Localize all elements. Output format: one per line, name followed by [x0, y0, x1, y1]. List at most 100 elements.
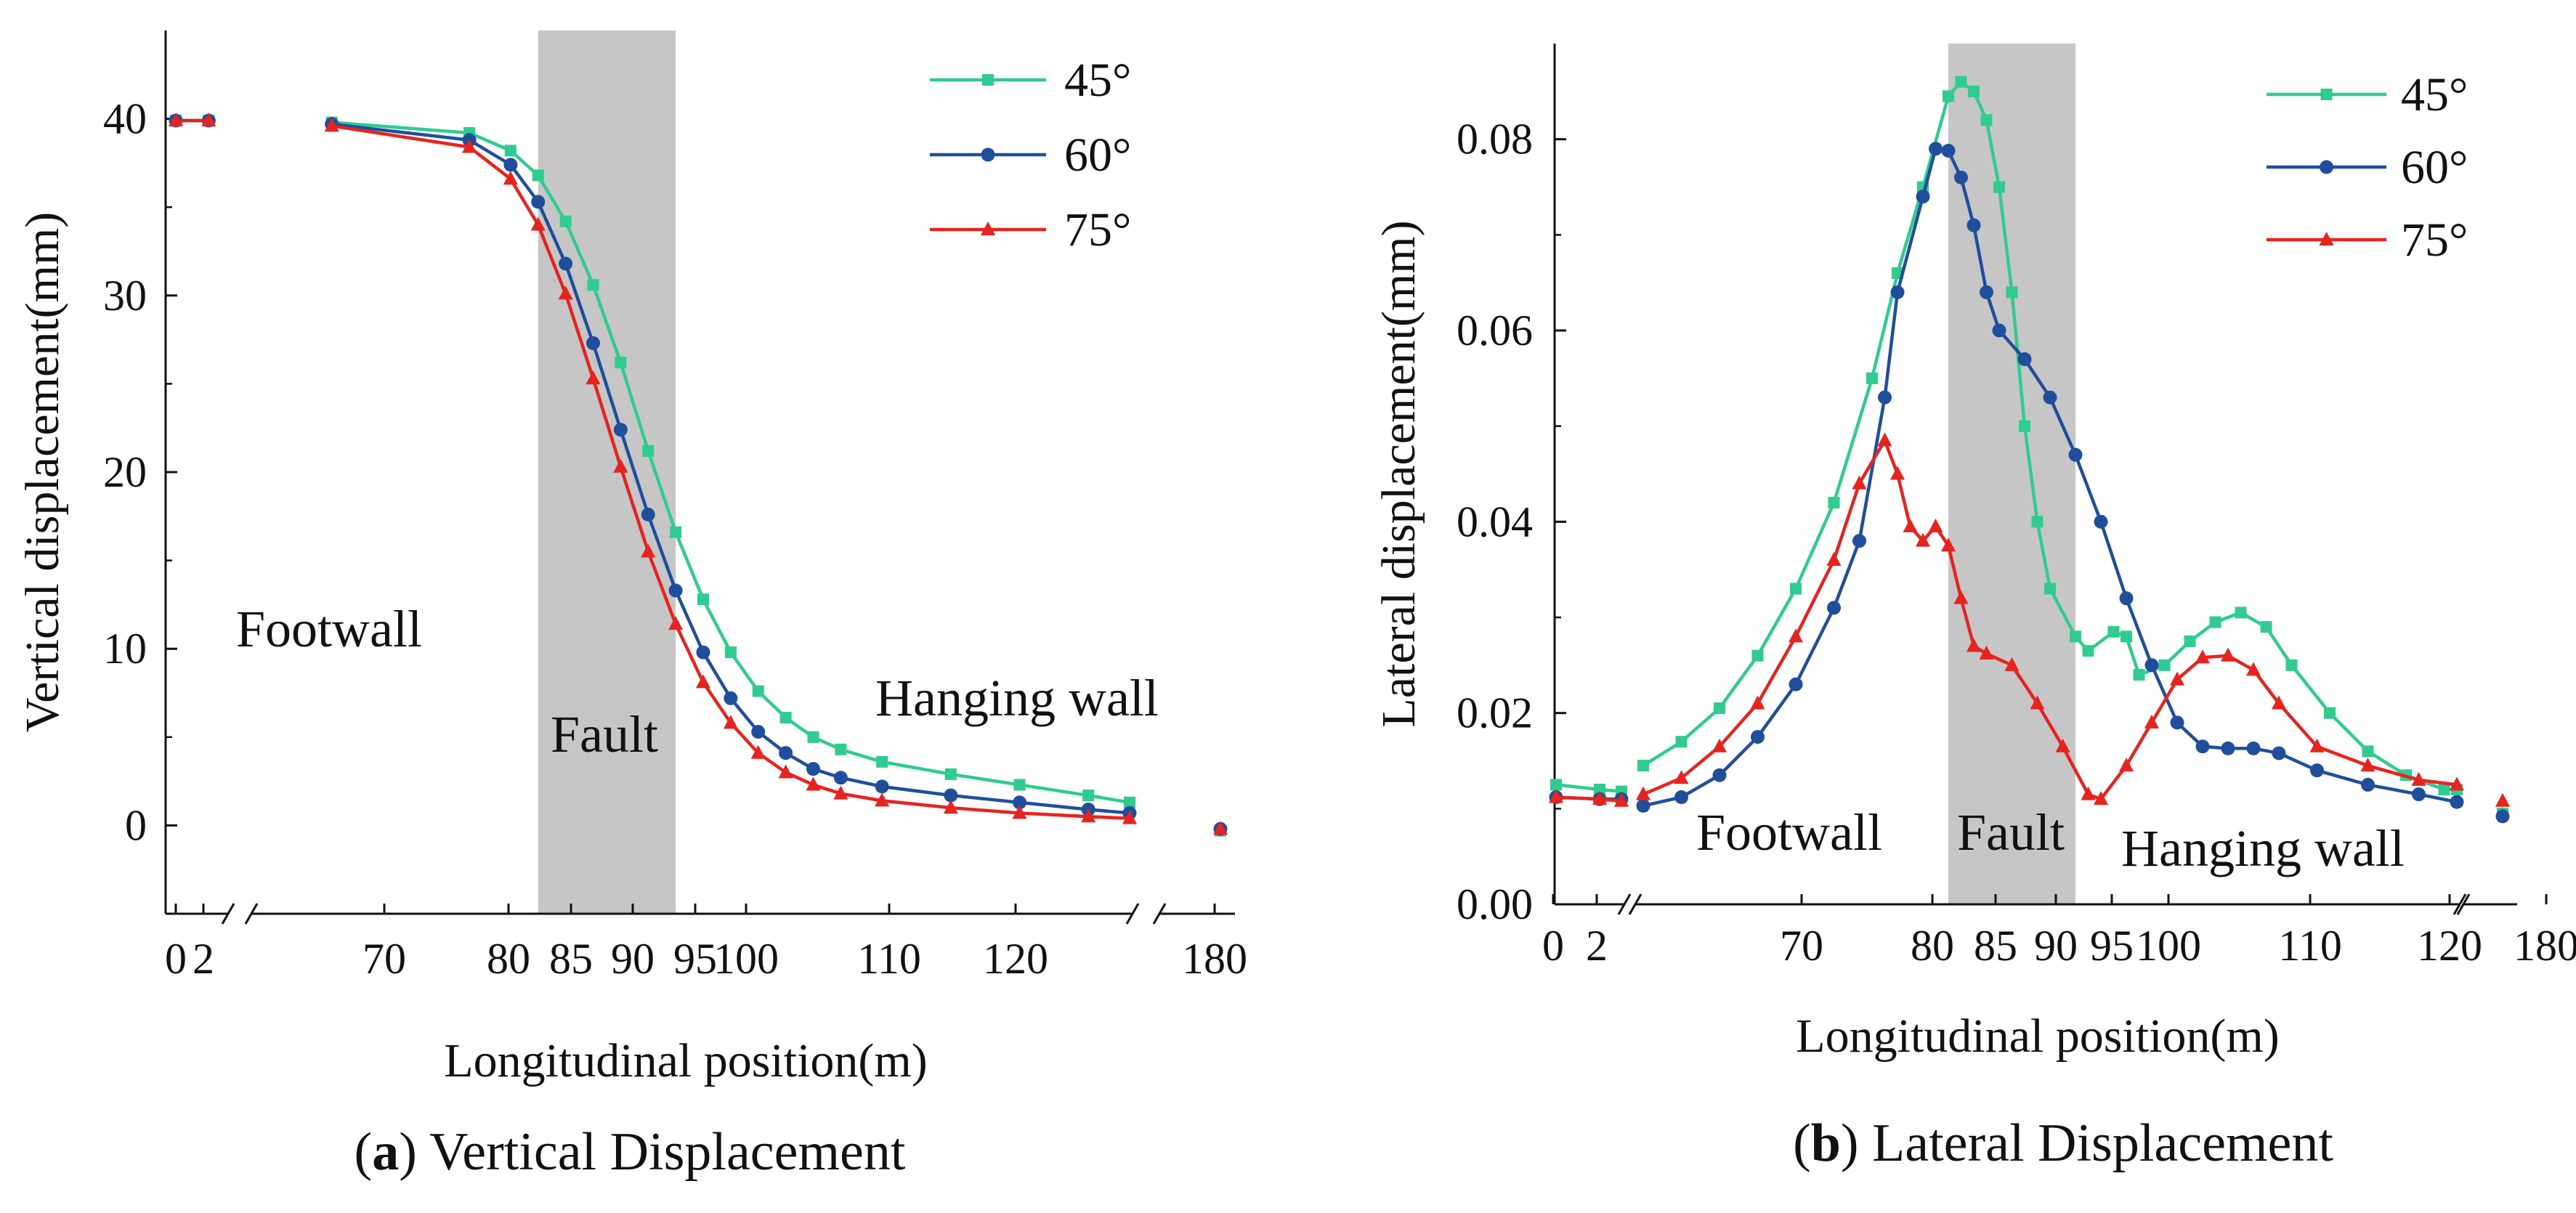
- triangle-marker: [641, 543, 656, 558]
- square-marker: [1943, 90, 1954, 102]
- circle-marker: [531, 195, 546, 209]
- triangle-marker: [2170, 671, 2184, 686]
- circle-marker: [2310, 763, 2324, 778]
- square-marker: [2184, 635, 2196, 647]
- triangle-marker: [1549, 789, 1563, 803]
- circle-marker: [875, 779, 889, 794]
- triangle-marker: [875, 792, 890, 807]
- axis-break-mark: [221, 903, 235, 925]
- square-marker: [1124, 796, 1135, 808]
- legend-label: 45°: [1064, 54, 1131, 107]
- triangle-marker: [1826, 552, 1842, 566]
- x-tick-label: 180: [1182, 935, 1247, 983]
- triangle-marker: [1979, 646, 1994, 660]
- triangle-marker: [778, 764, 793, 779]
- series-line: [331, 121, 1130, 805]
- circle-marker: [779, 746, 793, 760]
- y-tick-label: 0.00: [1457, 880, 1533, 928]
- triangle-marker: [1122, 810, 1137, 824]
- triangle-marker: [2119, 758, 2134, 772]
- circle-marker: [724, 691, 738, 705]
- triangle-marker: [2411, 771, 2426, 786]
- region-label-footwall: Footwall: [236, 600, 422, 658]
- square-marker: [2121, 630, 2132, 643]
- triangle-marker: [558, 285, 573, 300]
- x-tick-label: 90: [2034, 922, 2078, 970]
- triangle-marker: [1877, 432, 1892, 447]
- x-tick-label: 100: [713, 935, 779, 983]
- x-tick-label: 95: [673, 935, 717, 983]
- triangle-marker: [1592, 791, 1607, 806]
- x-tick-label: 90: [611, 935, 655, 983]
- triangle-marker: [1916, 532, 1930, 547]
- panel-caption: (a) Vertical Displacement: [355, 1122, 906, 1182]
- square-marker: [1980, 114, 1993, 126]
- region-label-fault: Fault: [1957, 803, 2065, 861]
- triangle-marker: [1928, 518, 1943, 532]
- square-marker: [1968, 85, 1980, 97]
- circle-marker: [1636, 798, 1650, 813]
- square-marker: [642, 445, 655, 457]
- circle-marker: [2043, 390, 2057, 405]
- x-tick-label: 120: [983, 935, 1048, 983]
- caption-letter: a: [372, 1122, 399, 1182]
- square-marker: [2158, 659, 2171, 671]
- square-marker: [1637, 760, 1649, 772]
- square-marker: [615, 357, 627, 369]
- x-tick-label: 100: [2136, 922, 2201, 970]
- circle-marker: [1916, 190, 1930, 204]
- x-tick-label: 70: [362, 935, 406, 983]
- legend-item: 75°: [2267, 214, 2468, 267]
- axis-break-mark: [2456, 893, 2471, 915]
- triangle-marker: [723, 715, 738, 729]
- y-tick-labels: 0.00 0.02 0.04 0.06 0.08: [1457, 115, 1533, 928]
- caption-letter: b: [1811, 1113, 1841, 1173]
- square-marker: [876, 755, 888, 768]
- x-tick-label: 2: [1586, 922, 1608, 970]
- circle-marker: [1878, 390, 1892, 405]
- square-marker: [2260, 621, 2272, 633]
- circle-marker: [1980, 285, 1993, 299]
- y-tick-label: 0: [125, 801, 147, 849]
- square-marker: [779, 712, 792, 724]
- triangle-marker: [1890, 466, 1905, 480]
- series-line: [331, 124, 1130, 820]
- square-marker: [2044, 583, 2056, 595]
- circle-marker: [668, 583, 683, 598]
- x-axis-title: Longitudinal position(m): [1796, 1010, 2279, 1063]
- legend-item: 60°: [2267, 141, 2468, 194]
- square-marker: [1828, 497, 1840, 508]
- y-tick-label: 0.02: [1457, 689, 1533, 737]
- triangle-marker: [530, 216, 546, 231]
- circle-marker: [1954, 170, 1968, 184]
- series-line: [1555, 783, 1622, 793]
- circle-marker: [2195, 739, 2210, 754]
- x-tick-label: 0: [1542, 922, 1564, 970]
- square-marker: [2235, 606, 2247, 619]
- triangle-marker: [2144, 714, 2159, 729]
- triangle-marker: [201, 113, 216, 127]
- triangle-marker: [1674, 770, 1689, 784]
- circle-marker: [1941, 143, 1956, 158]
- legend-label: 75°: [1064, 203, 1131, 256]
- circle-marker: [2246, 741, 2261, 755]
- triangle-marker: [1953, 590, 1969, 604]
- circle-marker: [586, 336, 600, 350]
- triangle-marker: [2450, 776, 2464, 791]
- axis-break-mark: [1628, 893, 1643, 915]
- data-series: [1549, 76, 2510, 824]
- x-tick-label: 85: [549, 935, 593, 983]
- circle-marker: [2495, 809, 2510, 824]
- y-tick-labels: 0 10 20 30 40: [103, 95, 147, 850]
- triangle-marker: [1213, 821, 1228, 835]
- triangle-marker: [1614, 792, 1629, 807]
- triangle-marker: [2030, 695, 2045, 710]
- square-marker: [1675, 736, 1688, 748]
- triangle-marker: [1636, 786, 1650, 800]
- square-marker: [2133, 669, 2145, 681]
- x-tick-label: 180: [2514, 922, 2576, 970]
- circle-marker: [1712, 768, 1727, 782]
- square-marker: [1993, 181, 2005, 193]
